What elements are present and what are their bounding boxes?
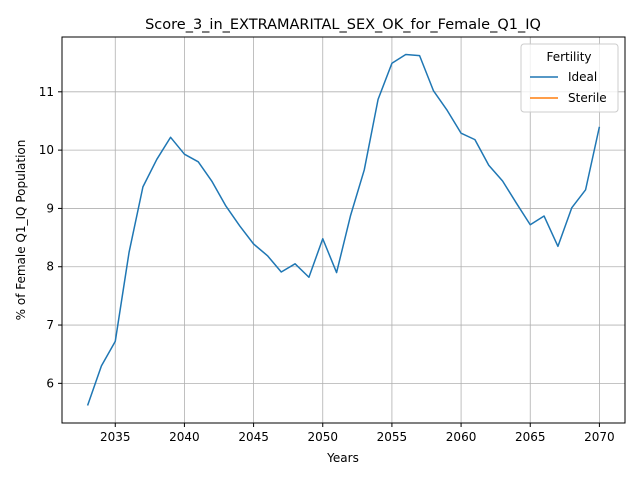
legend-box — [520, 43, 619, 113]
legend-entry-sterile: Sterile — [568, 91, 607, 105]
x-tick-label: 2040 — [169, 430, 200, 444]
x-tick-label: 2055 — [377, 430, 408, 444]
legend-title: Fertility — [546, 50, 591, 64]
y-axis-label: % of Female Q1_IQ Population — [14, 140, 28, 321]
y-tick-label: 6 — [46, 376, 54, 390]
series-lines — [86, 53, 601, 406]
x-tick-label: 2060 — [446, 430, 477, 444]
y-tick-label: 7 — [46, 318, 54, 332]
x-tick-label: 2045 — [238, 430, 269, 444]
y-axis-ticks: 6 7 8 9 10 11 — [39, 85, 62, 390]
x-tick-label: 2070 — [584, 430, 615, 444]
y-tick-label: 11 — [39, 85, 54, 99]
chart-title: Score_3_in_EXTRAMARITAL_SEX_OK_for_Femal… — [145, 17, 541, 33]
x-axis-ticks: 2035 2040 2045 2050 2055 2060 2065 2070 — [100, 423, 615, 444]
x-tick-label: 2065 — [515, 430, 546, 444]
y-tick-label: 9 — [46, 201, 54, 215]
x-tick-label: 2050 — [307, 430, 338, 444]
series-line-ideal — [86, 53, 601, 406]
x-axis-label: Years — [326, 451, 359, 465]
y-tick-label: 8 — [46, 260, 54, 274]
x-tick-label: 2035 — [100, 430, 131, 444]
plot-area-frame — [61, 36, 626, 424]
y-tick-label: 10 — [39, 143, 54, 157]
legend: Fertility Ideal Sterile — [520, 43, 619, 113]
legend-entry-ideal: Ideal — [568, 70, 597, 84]
